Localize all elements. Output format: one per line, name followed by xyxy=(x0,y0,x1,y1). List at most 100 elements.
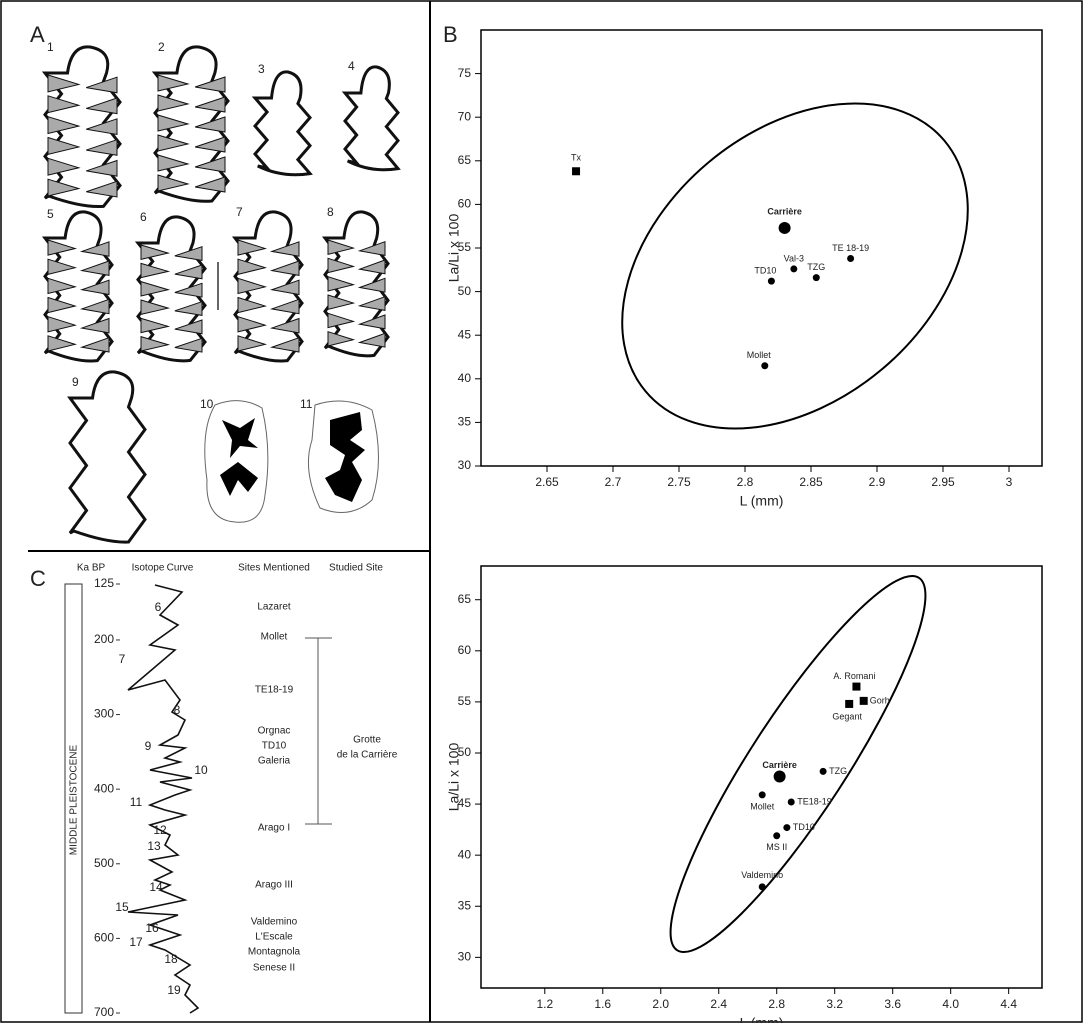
enamel xyxy=(327,294,356,310)
point-label: Val-3 xyxy=(784,253,804,263)
enamel xyxy=(157,94,190,112)
y-tick-label: 65 xyxy=(458,592,472,606)
enamel xyxy=(86,118,118,136)
enamel xyxy=(47,157,81,176)
enamel xyxy=(47,239,78,256)
specimen-number: 11 xyxy=(300,397,313,411)
enamel xyxy=(47,335,78,352)
stage-number: 14 xyxy=(149,880,163,894)
enamel xyxy=(79,260,110,276)
enamel xyxy=(357,295,386,312)
x-tick-label: 4.4 xyxy=(1000,997,1017,1011)
enamel xyxy=(357,240,386,257)
enamel xyxy=(174,264,203,280)
x-axis-label: L (mm) xyxy=(740,1015,784,1023)
point-label: Carrière xyxy=(762,760,797,770)
enamel xyxy=(237,277,268,295)
age-tick-label: 400 xyxy=(94,781,114,795)
age-tick-label: 700 xyxy=(94,1005,114,1019)
point xyxy=(572,167,581,176)
enamel xyxy=(86,76,118,94)
enamel xyxy=(47,178,81,197)
x-tick-label: 2.0 xyxy=(652,997,669,1011)
enamel xyxy=(194,96,226,113)
stage-number: 12 xyxy=(153,823,167,837)
y-axis-label: La/Li x 100 xyxy=(446,214,462,283)
enamel xyxy=(269,336,300,353)
point xyxy=(783,824,791,832)
y-tick-label: 65 xyxy=(458,153,472,167)
enamel xyxy=(327,330,356,347)
enamel xyxy=(194,76,226,93)
stage-number: 10 xyxy=(194,763,208,777)
bracket xyxy=(305,637,332,825)
point xyxy=(758,791,766,799)
site-name: Valdemino xyxy=(251,917,298,928)
site-name: TE18-19 xyxy=(255,685,294,696)
column-header: Sites Mentioned xyxy=(238,563,310,574)
enamel xyxy=(79,241,110,257)
y-tick-label: 60 xyxy=(458,643,472,657)
stage-number: 9 xyxy=(145,739,152,753)
enamel xyxy=(174,337,203,353)
enamel xyxy=(47,115,81,135)
point-label: TE18-19 xyxy=(797,796,832,806)
x-tick-label: 1.6 xyxy=(594,997,611,1011)
point-label: Valdemino xyxy=(741,870,783,880)
enamel xyxy=(269,317,300,334)
site-name: Mollet xyxy=(261,632,288,643)
enamel xyxy=(47,95,81,114)
x-tick-label: 2.8 xyxy=(768,997,785,1011)
specimen-number: 5 xyxy=(47,207,54,221)
occlusal-pattern xyxy=(220,418,258,496)
point xyxy=(845,699,854,708)
stage-number: 13 xyxy=(147,839,161,853)
point xyxy=(758,883,766,891)
specimen-number: 7 xyxy=(236,205,243,219)
enamel xyxy=(140,317,171,334)
point-label: TE 18-19 xyxy=(832,243,869,253)
stage-number: 11 xyxy=(130,795,143,809)
period-label: MIDDLE PLEISTOCENE xyxy=(69,744,80,855)
point-label: MS II xyxy=(766,842,787,852)
enamel xyxy=(47,315,78,333)
site-name: TD10 xyxy=(262,741,287,752)
enamel xyxy=(174,319,203,335)
enamel xyxy=(327,312,356,329)
point xyxy=(847,254,855,262)
x-tick-label: 4.0 xyxy=(942,997,959,1011)
x-tick-label: 2.7 xyxy=(605,475,622,489)
enamel xyxy=(357,259,386,275)
y-tick-label: 60 xyxy=(458,197,472,211)
x-tick-label: 2.9 xyxy=(869,475,886,489)
enamel xyxy=(86,159,118,177)
point-label: TZG xyxy=(807,262,825,272)
enamel xyxy=(174,245,203,262)
site-name: Arago III xyxy=(255,880,293,891)
ellipse xyxy=(621,102,969,430)
x-tick-label: 2.8 xyxy=(737,475,754,489)
enamel xyxy=(157,174,190,192)
y-tick-label: 30 xyxy=(458,950,472,964)
y-tick-label: 75 xyxy=(458,66,472,80)
enamel xyxy=(174,282,203,298)
point xyxy=(812,274,820,282)
enamel xyxy=(237,335,268,352)
x-axis-label: L (mm) xyxy=(740,493,784,509)
specimen-number: 10 xyxy=(200,397,214,411)
point-label: Gorh xyxy=(870,695,890,705)
enamel xyxy=(47,277,78,295)
x-tick-label: 2.85 xyxy=(799,475,823,489)
isotope-curve xyxy=(127,584,200,1014)
stage-number: 17 xyxy=(129,935,143,949)
column-header: Studied Site xyxy=(329,563,383,574)
occlusal-pattern xyxy=(325,412,365,502)
plot-frame xyxy=(480,565,1043,989)
site-name: L'Escale xyxy=(255,932,293,943)
point-label: Gegant xyxy=(832,711,862,721)
age-tick-label: 300 xyxy=(94,707,114,721)
y-tick-label: 55 xyxy=(458,694,472,708)
stage-number: 16 xyxy=(145,921,159,935)
tooth-outline xyxy=(251,70,313,177)
